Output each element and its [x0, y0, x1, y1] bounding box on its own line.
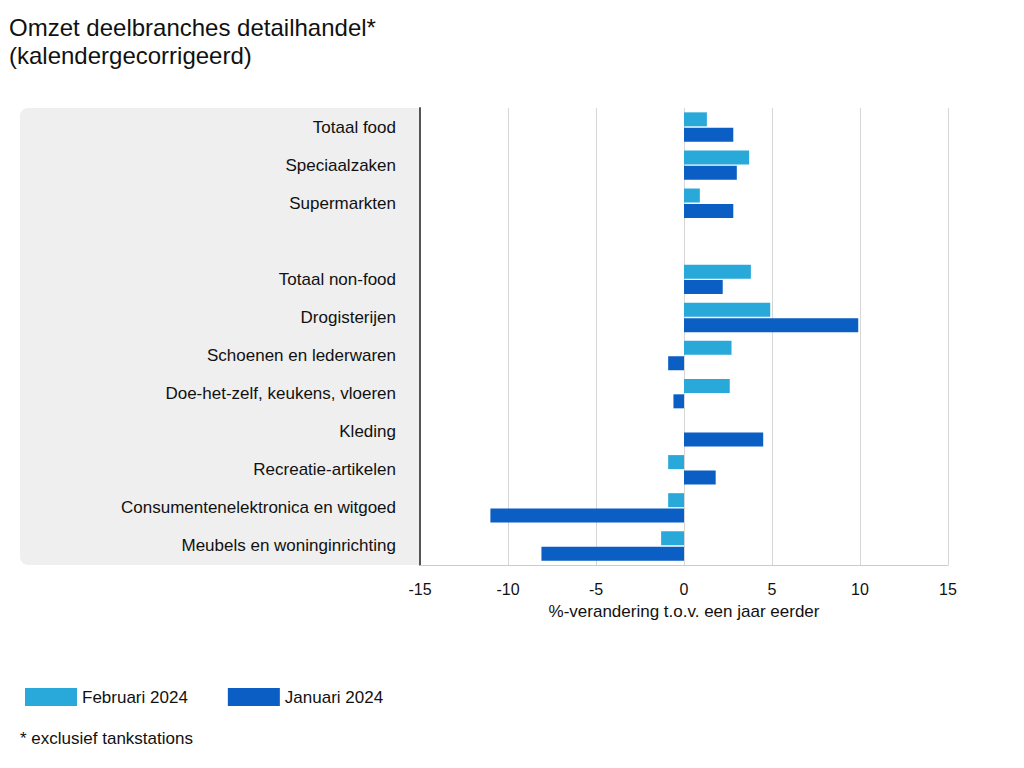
- svg-text:Doe-het-zelf, keukens, vloeren: Doe-het-zelf, keukens, vloeren: [165, 384, 396, 403]
- svg-text:* exclusief tankstations: * exclusief tankstations: [20, 729, 193, 748]
- svg-text:15: 15: [939, 581, 957, 598]
- svg-text:Schoenen en lederwaren: Schoenen en lederwaren: [207, 346, 396, 365]
- svg-text:0: 0: [680, 581, 689, 598]
- svg-text:Consumentenelektronica en witg: Consumentenelektronica en witgoed: [121, 498, 396, 517]
- svg-text:-5: -5: [589, 581, 603, 598]
- svg-text:%-verandering t.o.v. een jaar: %-verandering t.o.v. een jaar eerder: [549, 602, 820, 621]
- svg-text:Supermarkten: Supermarkten: [289, 194, 396, 213]
- svg-text:Omzet deelbranches detailhande: Omzet deelbranches detailhandel*: [9, 14, 376, 41]
- svg-text:Recreatie-artikelen: Recreatie-artikelen: [253, 460, 396, 479]
- svg-text:Totaal food: Totaal food: [313, 118, 396, 137]
- svg-text:-15: -15: [408, 581, 431, 598]
- svg-text:Speciaalzaken: Speciaalzaken: [285, 156, 396, 175]
- svg-text:(kalendergecorrigeerd): (kalendergecorrigeerd): [9, 42, 252, 69]
- svg-text:Januari 2024: Januari 2024: [285, 688, 383, 707]
- svg-text:Meubels en woninginrichting: Meubels en woninginrichting: [181, 536, 396, 555]
- svg-text:Totaal non-food: Totaal non-food: [279, 270, 396, 289]
- svg-text:Kleding: Kleding: [339, 422, 396, 441]
- svg-text:Drogisterijen: Drogisterijen: [301, 308, 396, 327]
- svg-text:-10: -10: [496, 581, 519, 598]
- svg-text:Februari 2024: Februari 2024: [82, 688, 188, 707]
- svg-text:5: 5: [768, 581, 777, 598]
- svg-text:10: 10: [851, 581, 869, 598]
